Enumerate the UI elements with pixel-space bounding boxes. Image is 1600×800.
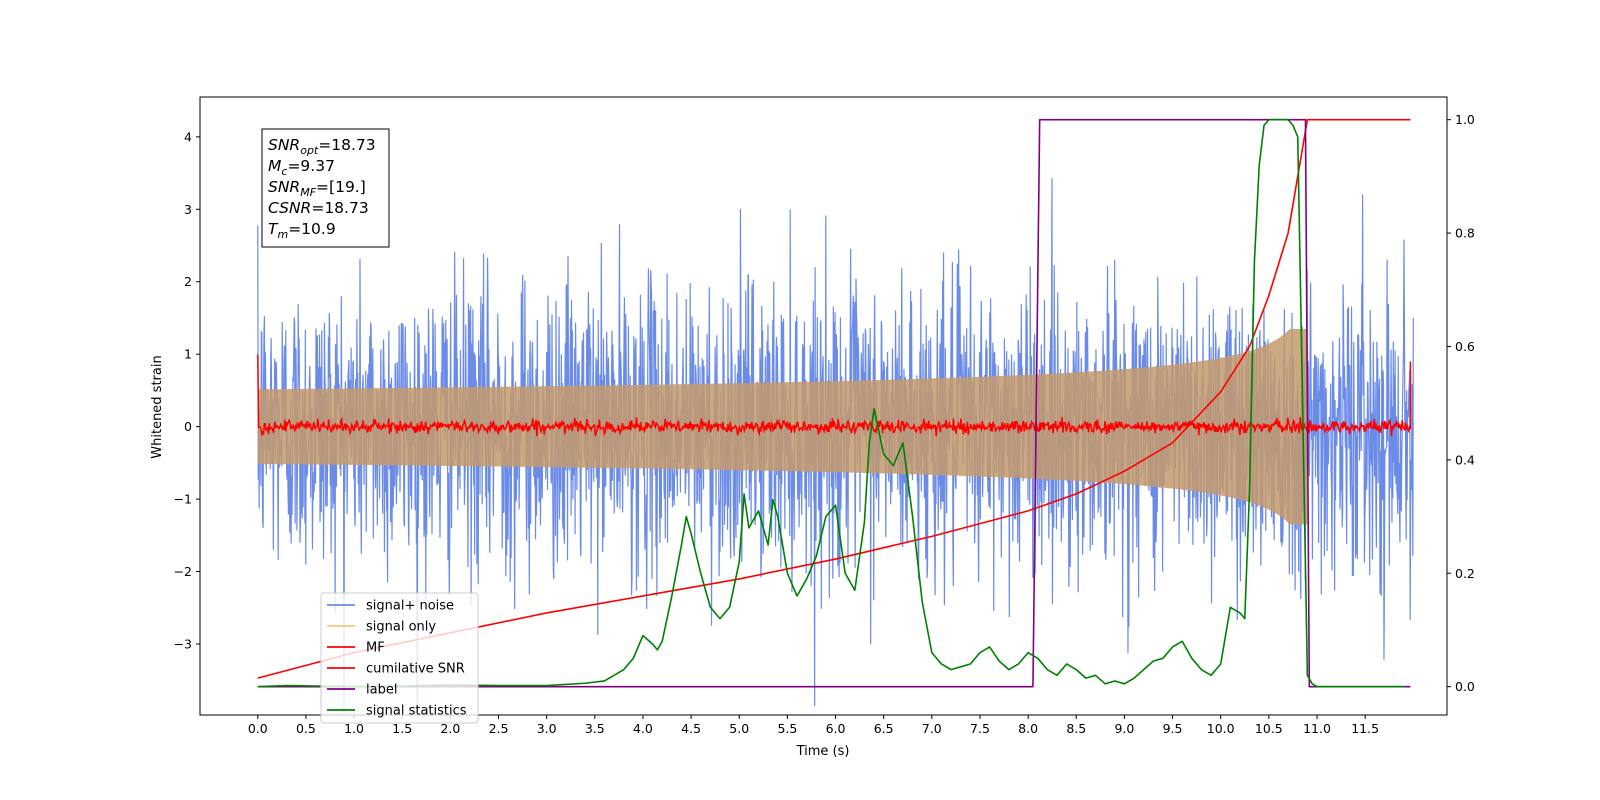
x-tick-label: 10.5 <box>1255 721 1283 736</box>
y-left-tick-label: 4 <box>184 129 192 144</box>
x-tick-label: 11.0 <box>1303 721 1331 736</box>
annotation-box: SNRopt=18.73Mc=9.37SNRMF=[19.]CSNR=18.73… <box>261 128 390 248</box>
legend-entry: signal only <box>366 620 436 635</box>
x-tick-label: 0.0 <box>248 721 268 736</box>
annotation-line: SNRMF=[19.] <box>268 178 366 199</box>
x-tick-label: 9.5 <box>1163 721 1183 736</box>
x-tick-label: 2.5 <box>489 721 509 736</box>
y-right-tick-label: 0.6 <box>1455 339 1475 354</box>
x-tick-label: 11.5 <box>1351 721 1379 736</box>
legend-entry: label <box>366 683 397 698</box>
x-tick-label: 10.0 <box>1207 721 1235 736</box>
legend-frame <box>320 592 479 724</box>
series-layer <box>257 118 1414 715</box>
plot-frame <box>199 96 1448 716</box>
y-left-tick-label: 2 <box>184 274 192 289</box>
y-left-tick-label: 1 <box>184 347 192 362</box>
x-tick-label: 1.0 <box>344 721 364 736</box>
x-tick-label: 7.5 <box>970 721 990 736</box>
y-right-tick-label: 0.8 <box>1455 226 1475 241</box>
x-tick-label: 6.5 <box>874 721 894 736</box>
y-left-tick-label: 3 <box>184 202 192 217</box>
y-right-tick-label: 0.2 <box>1455 566 1475 581</box>
y-right-tick-label: 0.0 <box>1455 679 1475 694</box>
y-left-tick-label: −3 <box>174 636 192 651</box>
x-tick-label: 3.0 <box>537 721 557 736</box>
x-tick-label: 9.0 <box>1114 721 1134 736</box>
x-tick-label: 2.0 <box>440 721 460 736</box>
x-tick-label: 6.0 <box>826 721 846 736</box>
x-tick-label: 3.5 <box>585 721 605 736</box>
y-right-tick-label: 0.4 <box>1455 452 1475 467</box>
x-axis-ticks: 0.0 0.5 1.0 1.5 2.0 2.5 3.0 3.5 4.0 4.5 5.0 5.5 6.0 6… <box>248 715 1379 736</box>
legend-entry: signal+ noise <box>366 599 454 614</box>
x-tick-label: 4.0 <box>633 721 653 736</box>
x-tick-label: 8.0 <box>1018 721 1038 736</box>
y-axis-label: Whitened strain <box>150 355 165 458</box>
legend-entry: MF <box>366 641 385 656</box>
x-tick-label: 5.5 <box>777 721 797 736</box>
annotation-line: Tm=10.9 <box>268 220 336 241</box>
series-cumulative-snr <box>257 118 1411 679</box>
x-tick-label: 5.0 <box>729 721 749 736</box>
y-axis-left-ticks: −3 −2 −1 0 1 2 3 4 <box>174 129 200 651</box>
legend-entry: signal statistics <box>366 704 467 719</box>
legend: signal+ noise signal only MF cumilative SNR… <box>320 592 479 724</box>
y-axis-right-ticks: 0.0 0.2 0.4 0.6 0.8 1.0 <box>1447 112 1475 694</box>
x-tick-label: 0.5 <box>296 721 316 736</box>
x-tick-label: 7.0 <box>922 721 942 736</box>
x-tick-label: 8.5 <box>1066 721 1086 736</box>
series-signal-statistics <box>257 118 1404 688</box>
y-left-tick-label: −1 <box>174 492 192 507</box>
series-mf <box>257 354 1412 437</box>
x-tick-label: 4.5 <box>681 721 701 736</box>
annotation-line: SNRopt=18.73 <box>268 136 376 157</box>
y-right-tick-label: 1.0 <box>1455 112 1475 127</box>
x-axis-label: Time (s) <box>796 744 850 759</box>
y-left-tick-label: 0 <box>184 419 192 434</box>
y-left-tick-label: −2 <box>174 564 192 579</box>
annotation-line: CSNR=18.73 <box>268 199 369 217</box>
annotation-frame <box>261 128 390 248</box>
x-tick-label: 1.5 <box>392 721 412 736</box>
legend-entry: cumilative SNR <box>366 662 465 677</box>
annotation-line: Mc=9.37 <box>268 157 335 178</box>
